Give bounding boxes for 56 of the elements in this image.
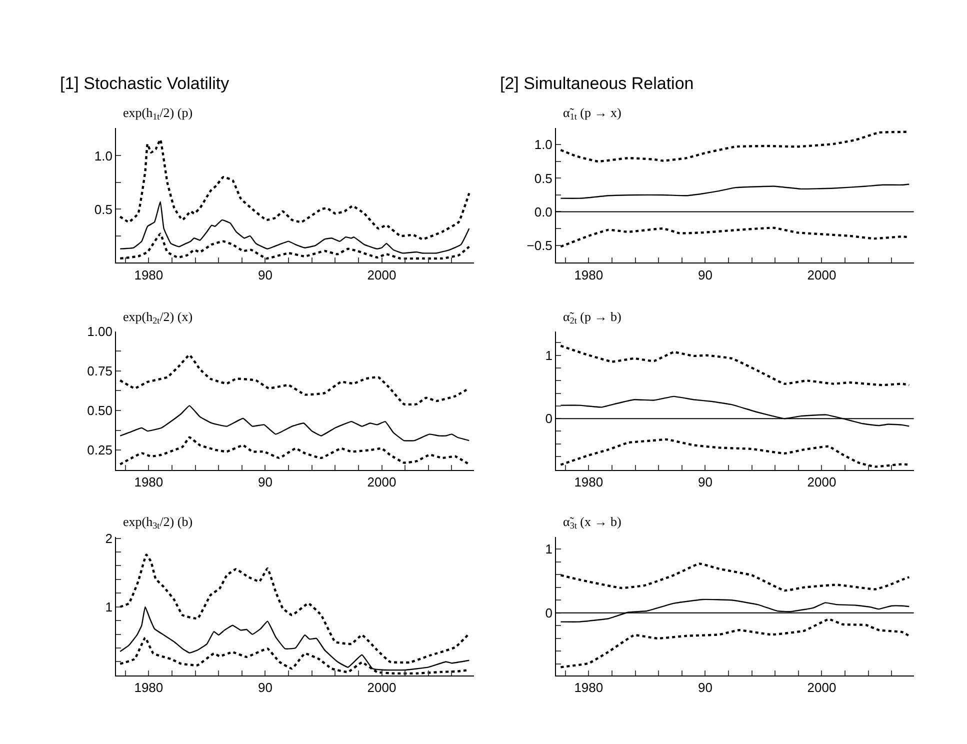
y-tick-label: 0.5 xyxy=(94,202,112,217)
y-axis-title: α̃$_{3t}$ (x → b) xyxy=(563,514,622,531)
x-tick-label: 1980 xyxy=(134,474,164,490)
x-tick-label: 90 xyxy=(258,474,272,490)
line-series xyxy=(120,606,470,671)
x-tick-label: 1980 xyxy=(134,680,164,696)
chart-title: [2] Simultaneous Relation xyxy=(500,74,694,93)
line-series xyxy=(119,232,470,260)
chart-title: [1] Stochastic Volatility xyxy=(60,74,230,93)
x-tick-label: 90 xyxy=(698,680,712,696)
line-series xyxy=(560,344,910,386)
y-axis-title: α̃$_{1t}$ (p → x) xyxy=(563,105,622,122)
x-tick-label: 2000 xyxy=(367,680,396,696)
x-tick-label: 1980 xyxy=(574,267,604,282)
line-series xyxy=(120,201,470,254)
line-series xyxy=(560,438,910,468)
y-axis-title: α̃$_{2t}$ (p → b) xyxy=(563,309,622,326)
x-tick-label: 2000 xyxy=(367,474,396,490)
y-tick-label: 1 xyxy=(105,599,112,614)
y-tick-label: 1.00 xyxy=(87,324,112,339)
y-tick-label: 0.5 xyxy=(534,170,552,186)
line-series xyxy=(560,562,910,592)
line-series xyxy=(120,405,470,442)
y-tick-label: 1 xyxy=(545,542,552,557)
y-axis-title: exp(h$_{1t}$/2) (p) xyxy=(123,105,193,122)
x-tick-label: 1980 xyxy=(574,474,604,490)
line-series xyxy=(119,554,470,664)
y-tick-label: 1.0 xyxy=(534,137,552,152)
x-tick-label: 1980 xyxy=(574,680,604,696)
y-tick-label: 0.0 xyxy=(534,204,552,220)
x-tick-label: 90 xyxy=(258,680,272,696)
x-tick-label: 2000 xyxy=(807,267,836,282)
x-tick-label: 2000 xyxy=(807,680,836,696)
y-tick-label: 2 xyxy=(105,530,112,546)
x-tick-label: 90 xyxy=(698,267,712,282)
line-series xyxy=(119,436,470,466)
line-series xyxy=(560,618,910,668)
x-tick-label: 1980 xyxy=(134,267,164,282)
y-axis-title: exp(h$_{3t}$/2) (b) xyxy=(123,514,193,531)
x-tick-label: 2000 xyxy=(807,474,836,490)
y-axis-title: exp(h$_{2t}$/2) (x) xyxy=(123,309,193,326)
y-tick-label: 0.50 xyxy=(87,403,112,418)
y-tick-label: 0.25 xyxy=(87,442,112,458)
x-tick-label: 2000 xyxy=(367,267,396,282)
x-tick-label: 90 xyxy=(698,474,712,490)
x-tick-label: 90 xyxy=(258,267,272,282)
line-series xyxy=(560,184,910,199)
y-tick-label: 0 xyxy=(545,411,552,426)
y-tick-label: 1 xyxy=(545,348,552,363)
y-tick-label: 0 xyxy=(545,605,552,620)
line-series xyxy=(560,598,910,622)
line-series xyxy=(119,138,470,240)
y-tick-label: 0.75 xyxy=(87,363,112,378)
y-tick-label: 1.0 xyxy=(94,148,112,164)
y-tick-label: −0.5 xyxy=(526,238,552,253)
line-series xyxy=(560,396,910,427)
